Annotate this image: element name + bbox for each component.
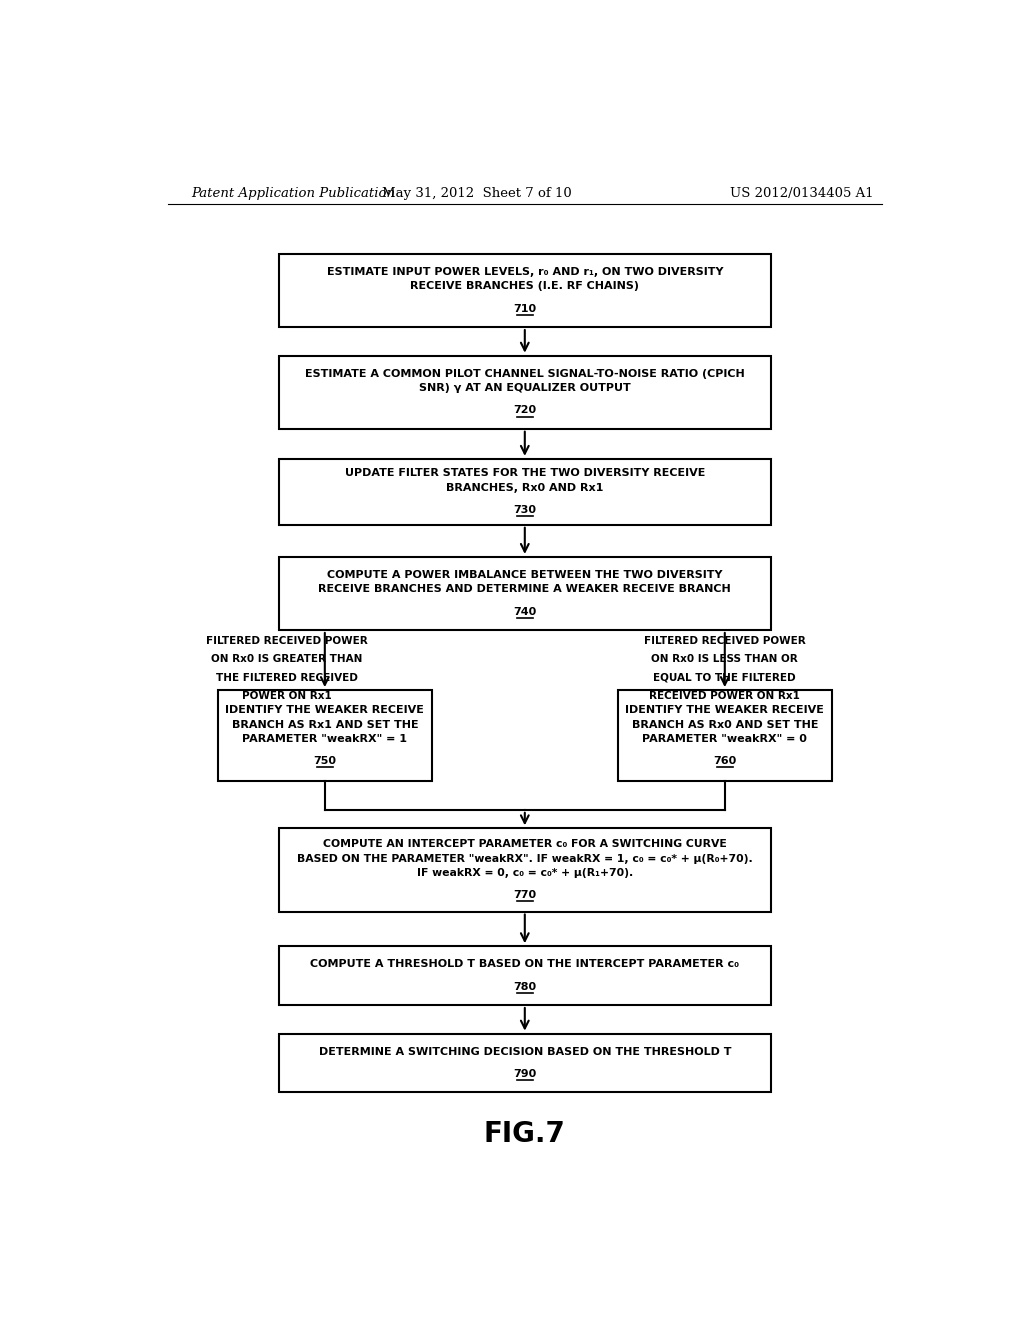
Bar [279, 557, 771, 630]
Bar [279, 355, 771, 429]
Bar [279, 253, 771, 327]
Text: BRANCH AS Rx0 AND SET THE: BRANCH AS Rx0 AND SET THE [632, 719, 818, 730]
Text: 790: 790 [513, 1069, 537, 1080]
Text: 720: 720 [513, 405, 537, 416]
Text: POWER ON Rx1: POWER ON Rx1 [242, 690, 332, 701]
Bar [279, 946, 771, 1005]
Text: IF weakRX = 0, c₀ = c₀* + μ(R₁+70).: IF weakRX = 0, c₀ = c₀* + μ(R₁+70). [417, 869, 633, 878]
Bar [279, 459, 771, 525]
Text: SNR) γ AT AN EQUALIZER OUTPUT: SNR) γ AT AN EQUALIZER OUTPUT [419, 383, 631, 393]
Text: ESTIMATE INPUT POWER LEVELS, r₀ AND r₁, ON TWO DIVERSITY: ESTIMATE INPUT POWER LEVELS, r₀ AND r₁, … [327, 267, 723, 277]
Text: FIG.7: FIG.7 [484, 1121, 565, 1148]
Text: IDENTIFY THE WEAKER RECEIVE: IDENTIFY THE WEAKER RECEIVE [225, 705, 424, 715]
Text: IDENTIFY THE WEAKER RECEIVE: IDENTIFY THE WEAKER RECEIVE [626, 705, 824, 715]
Text: DETERMINE A SWITCHING DECISION BASED ON THE THRESHOLD T: DETERMINE A SWITCHING DECISION BASED ON … [318, 1047, 731, 1057]
Text: 740: 740 [513, 607, 537, 616]
Bar [279, 1034, 771, 1093]
Text: COMPUTE AN INTERCEPT PARAMETER c₀ FOR A SWITCHING CURVE: COMPUTE AN INTERCEPT PARAMETER c₀ FOR A … [323, 840, 727, 850]
Text: BRANCHES, Rx0 AND Rx1: BRANCHES, Rx0 AND Rx1 [446, 483, 603, 492]
Text: US 2012/0134405 A1: US 2012/0134405 A1 [730, 187, 873, 201]
Text: RECEIVE BRANCHES AND DETERMINE A WEAKER RECEIVE BRANCH: RECEIVE BRANCHES AND DETERMINE A WEAKER … [318, 585, 731, 594]
Text: 730: 730 [513, 506, 537, 515]
Text: FILTERED RECEIVED POWER: FILTERED RECEIVED POWER [644, 636, 806, 645]
Bar [279, 828, 771, 912]
Bar [617, 690, 831, 781]
Text: FILTERED RECEIVED POWER: FILTERED RECEIVED POWER [206, 636, 368, 645]
Text: ON Rx0 IS LESS THAN OR: ON Rx0 IS LESS THAN OR [651, 655, 798, 664]
Text: 760: 760 [713, 756, 736, 766]
Text: ESTIMATE A COMMON PILOT CHANNEL SIGNAL-TO-NOISE RATIO (CPICH: ESTIMATE A COMMON PILOT CHANNEL SIGNAL-T… [305, 368, 744, 379]
Text: 750: 750 [313, 756, 336, 766]
Text: Patent Application Publication: Patent Application Publication [191, 187, 395, 201]
Text: EQUAL TO THE FILTERED: EQUAL TO THE FILTERED [653, 673, 796, 682]
Text: COMPUTE A POWER IMBALANCE BETWEEN THE TWO DIVERSITY: COMPUTE A POWER IMBALANCE BETWEEN THE TW… [327, 570, 723, 579]
Text: COMPUTE A THRESHOLD T BASED ON THE INTERCEPT PARAMETER c₀: COMPUTE A THRESHOLD T BASED ON THE INTER… [310, 960, 739, 969]
Text: THE FILTERED RECEIVED: THE FILTERED RECEIVED [216, 673, 357, 682]
Text: 710: 710 [513, 304, 537, 314]
Text: PARAMETER "weakRX" = 1: PARAMETER "weakRX" = 1 [243, 734, 408, 743]
Text: UPDATE FILTER STATES FOR THE TWO DIVERSITY RECEIVE: UPDATE FILTER STATES FOR THE TWO DIVERSI… [345, 469, 705, 478]
Text: BASED ON THE PARAMETER "weakRX". IF weakRX = 1, c₀ = c₀* + μ(R₀+70).: BASED ON THE PARAMETER "weakRX". IF weak… [297, 854, 753, 863]
Text: 770: 770 [513, 890, 537, 900]
Text: BRANCH AS Rx1 AND SET THE: BRANCH AS Rx1 AND SET THE [231, 719, 418, 730]
Text: RECEIVED POWER ON Rx1: RECEIVED POWER ON Rx1 [649, 690, 800, 701]
Text: ON Rx0 IS GREATER THAN: ON Rx0 IS GREATER THAN [211, 655, 362, 664]
Text: May 31, 2012  Sheet 7 of 10: May 31, 2012 Sheet 7 of 10 [382, 187, 572, 201]
Bar [218, 690, 432, 781]
Text: RECEIVE BRANCHES (I.E. RF CHAINS): RECEIVE BRANCHES (I.E. RF CHAINS) [411, 281, 639, 292]
Text: 780: 780 [513, 982, 537, 991]
Text: PARAMETER "weakRX" = 0: PARAMETER "weakRX" = 0 [642, 734, 807, 743]
